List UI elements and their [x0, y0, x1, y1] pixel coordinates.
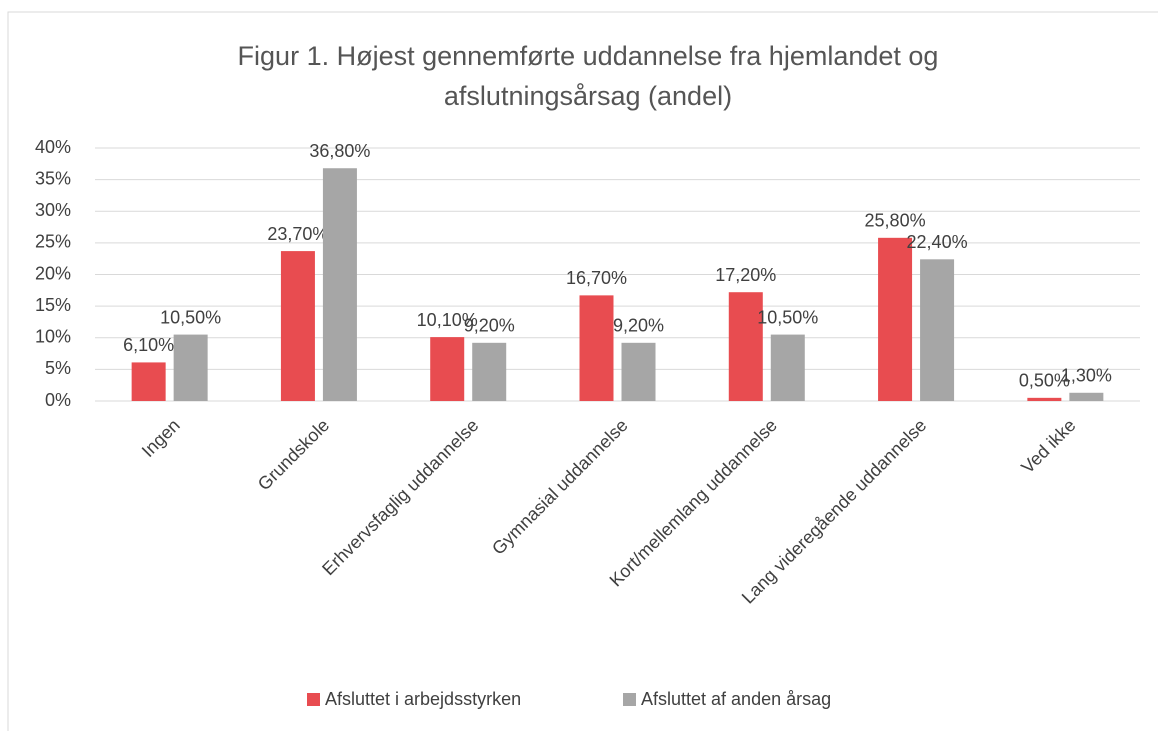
y-tick-label: 20% [35, 263, 71, 283]
y-tick-label: 5% [45, 358, 71, 378]
chart-border [7, 11, 1158, 731]
bar [878, 237, 913, 401]
bar [579, 295, 614, 401]
x-tick-label: Ved ikke [1017, 415, 1079, 477]
y-tick-label: 30% [35, 200, 71, 220]
x-tick-label: Ingen [138, 415, 184, 461]
x-tick-label: Lang videregående uddannelse [738, 415, 930, 607]
bar [728, 292, 763, 401]
data-label: 10,10% [417, 310, 478, 330]
data-label: 10,50% [757, 307, 818, 327]
y-tick-label: 25% [35, 232, 71, 252]
data-label: 25,80% [865, 211, 926, 231]
y-tick-label: 10% [35, 327, 71, 347]
data-label: 10,50% [160, 307, 221, 327]
x-tick-label: Gymnasial uddannelse [488, 415, 632, 559]
bar [472, 342, 507, 401]
bar [1027, 397, 1062, 401]
bar [173, 334, 208, 401]
data-label: 17,20% [715, 265, 776, 285]
data-label: 9,20% [464, 316, 515, 336]
y-tick-label: 40% [35, 137, 71, 157]
data-label: 1,30% [1061, 366, 1112, 386]
bar [770, 334, 805, 401]
data-label: 0,50% [1019, 371, 1070, 391]
bar [1069, 392, 1104, 401]
bar [920, 259, 955, 401]
x-tick-label: Kort/mellemlang uddannelse [606, 415, 781, 590]
chart-title: Figur 1. Højest gennemførte uddannelse f… [238, 41, 939, 71]
y-tick-label: 35% [35, 168, 71, 188]
legend-label: Afsluttet i arbejdsstyrken [325, 689, 521, 709]
legend-swatch [307, 693, 320, 706]
data-label: 16,70% [566, 268, 627, 288]
x-tick-label: Erhvervsfaglig uddannelse [318, 415, 482, 579]
y-tick-label: 0% [45, 390, 71, 410]
legend-swatch [623, 693, 636, 706]
bar [322, 168, 357, 401]
bar [621, 342, 656, 401]
legend-label: Afsluttet af anden årsag [641, 689, 831, 709]
bar [131, 362, 166, 401]
x-tick-label: Grundskole [254, 415, 333, 494]
data-label: 23,70% [267, 224, 328, 244]
data-label: 22,40% [907, 232, 968, 252]
data-label: 6,10% [123, 335, 174, 355]
bar [430, 337, 465, 401]
data-label: 9,20% [613, 316, 664, 336]
data-label: 36,80% [309, 141, 370, 161]
chart-title: afslutningsårsag (andel) [444, 81, 732, 111]
bar [280, 251, 315, 401]
y-tick-label: 15% [35, 295, 71, 315]
